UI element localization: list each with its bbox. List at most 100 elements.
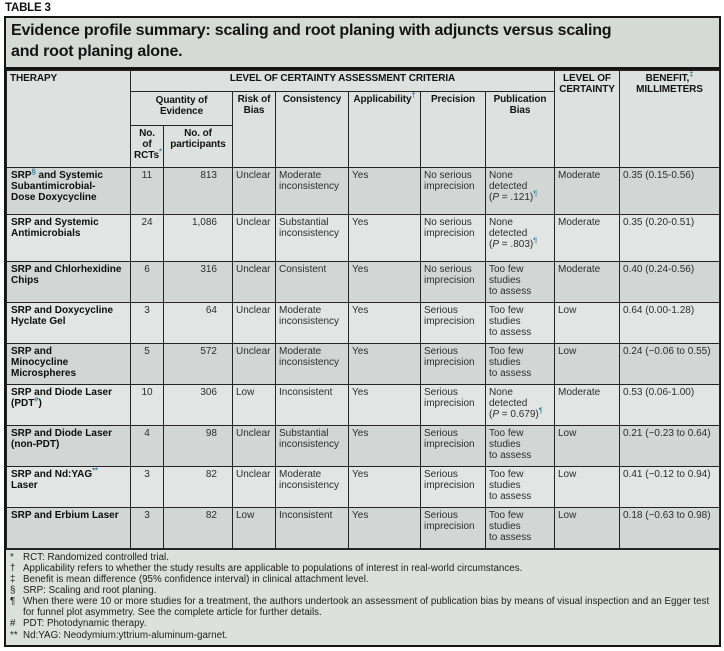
cell-participants: 98 — [163, 424, 233, 467]
cell-therapy: SRP and Chlorhexidine Chips — [6, 260, 131, 303]
footnote-symbol: ** — [10, 629, 18, 641]
cell-rcts: 11 — [130, 166, 164, 215]
cell-participants: 316 — [163, 260, 233, 303]
footnote-text: SRP: Scaling and root planing. — [23, 585, 157, 596]
cell-consistency: Inconsistent — [275, 506, 349, 549]
cell-rcts: 5 — [130, 342, 164, 385]
header-therapy: THERAPY — [6, 69, 131, 168]
header-precision: Precision — [420, 90, 486, 168]
cell-risk-of-bias: Unclear — [232, 342, 276, 385]
table-row: SRP and Diode Laser (non-PDT) 4 98 Unclear Su… — [6, 424, 720, 467]
cell-benefit: 0.18 (−0.63 to 0.98) — [619, 506, 720, 549]
cell-publication-bias: None detected (P = .121)¶ — [485, 166, 555, 215]
footnote-text: PDT: Photodynamic therapy. — [23, 618, 147, 630]
cell-publication-bias: Too few studies to assess — [485, 506, 555, 549]
cell-rcts: 3 — [130, 301, 164, 344]
header-no-of-participants: No. of participants — [163, 124, 233, 168]
cell-therapy: SRP and Diode Laser (PDT#) — [6, 383, 131, 426]
footnote-symbol: * — [10, 551, 14, 563]
cell-precision: No serious imprecision — [420, 213, 486, 262]
header-quantity-of-evidence: Quantity of Evidence — [130, 90, 233, 126]
cell-applicability: Yes — [348, 301, 421, 344]
cell-risk-of-bias: Unclear — [232, 424, 276, 467]
footnote-text: Nd:YAG: Neodymium:yttrium-aluminum-garne… — [23, 629, 228, 641]
table-outer-box: Evidence profile summary: scaling and ro… — [4, 16, 721, 647]
cell-certainty: Low — [554, 342, 620, 385]
cell-publication-bias: None detected (P = 0.679)¶ — [485, 383, 555, 426]
header-publication-bias: Publication Bias — [485, 90, 555, 168]
cell-publication-bias: Too few studies to assess — [485, 301, 555, 344]
cell-benefit: 0.41 (−0.12 to 0.94) — [619, 465, 720, 508]
cell-risk-of-bias: Unclear — [232, 260, 276, 303]
cell-consistency: Moderate inconsistency — [275, 166, 349, 215]
table-row: SRP and Systemic Antimicrobials 24 1,086 Unc… — [6, 213, 720, 262]
table-row: SRP and Chlorhexidine Chips 6 316 Unclear Con… — [6, 260, 720, 303]
cell-participants: 572 — [163, 342, 233, 385]
cell-benefit: 0.53 (0.06-1.00) — [619, 383, 720, 426]
cell-consistency: Moderate inconsistency — [275, 342, 349, 385]
cell-applicability: Yes — [348, 166, 421, 215]
cell-certainty: Moderate — [554, 260, 620, 303]
cell-therapy: SRP§ and Systemic Subantimicrobial- Dose D… — [6, 166, 131, 215]
footnote: # PDT: Photodynamic therapy. — [10, 618, 713, 629]
cell-certainty: Moderate — [554, 166, 620, 215]
cell-precision: Serious imprecision — [420, 383, 486, 426]
footnote: ¶ When there were 10 or more studies for … — [10, 596, 713, 618]
cell-publication-bias: Too few studies to assess — [485, 424, 555, 467]
cell-precision: No serious imprecision — [420, 260, 486, 303]
cell-publication-bias: Too few studies to assess — [485, 465, 555, 508]
cell-certainty: Moderate — [554, 213, 620, 262]
table-row: SRP and Nd:YAG** Laser 3 82 Unclear Moderate i… — [6, 465, 720, 508]
cell-risk-of-bias: Low — [232, 383, 276, 426]
evidence-table-body: SRP§ and Systemic Subantimicrobial- Dose D… — [6, 166, 720, 549]
cell-precision: Serious imprecision — [420, 301, 486, 344]
table-header: THERAPY LEVEL OF CERTAINTY ASSESSMENT CR… — [6, 69, 720, 168]
cell-benefit: 0.64 (0.00-1.28) — [619, 301, 720, 344]
cell-consistency: Substantial inconsistency — [275, 213, 349, 262]
cell-consistency: Consistent — [275, 260, 349, 303]
header-no-of-rcts: No. of RCTs* — [130, 124, 164, 168]
cell-therapy: SRP and Systemic Antimicrobials — [6, 213, 131, 262]
cell-precision: Serious imprecision — [420, 506, 486, 549]
header-level-of-certainty: LEVEL OF CERTAINTY — [554, 69, 620, 168]
cell-therapy: SRP and Nd:YAG** Laser — [6, 465, 131, 508]
table-row: SRP and Doxycycline Hyclate Gel 3 64 Unclear… — [6, 301, 720, 344]
cell-certainty: Low — [554, 301, 620, 344]
cell-certainty: Low — [554, 506, 620, 549]
footnote: ** Nd:YAG: Neodymium:yttrium-aluminum-gar… — [10, 630, 713, 641]
cell-risk-of-bias: Unclear — [232, 465, 276, 508]
cell-applicability: Yes — [348, 424, 421, 467]
cell-participants: 82 — [163, 465, 233, 508]
header-applicability: Applicability† — [348, 90, 421, 168]
cell-precision: Serious imprecision — [420, 424, 486, 467]
footnote-symbol: § — [10, 585, 16, 596]
cell-consistency: Moderate inconsistency — [275, 301, 349, 344]
cell-risk-of-bias: Unclear — [232, 213, 276, 262]
cell-rcts: 4 — [130, 424, 164, 467]
cell-participants: 82 — [163, 506, 233, 549]
table-title: Evidence profile summary: scaling and ro… — [6, 18, 719, 70]
table-row: SRP§ and Systemic Subantimicrobial- Dose D… — [6, 166, 720, 215]
cell-publication-bias: Too few studies to assess — [485, 260, 555, 303]
cell-rcts: 24 — [130, 213, 164, 262]
cell-participants: 306 — [163, 383, 233, 426]
header-consistency: Consistency — [275, 90, 349, 168]
cell-risk-of-bias: Low — [232, 506, 276, 549]
cell-risk-of-bias: Unclear — [232, 166, 276, 215]
cell-benefit: 0.21 (−0.23 to 0.64) — [619, 424, 720, 467]
footnote-text: Benefit is mean difference (95% confiden… — [23, 573, 369, 585]
header-criteria-group: LEVEL OF CERTAINTY ASSESSMENT CRITERIA — [130, 69, 555, 92]
footnote: † Applicability refers to whether the stu… — [10, 563, 713, 574]
cell-applicability: Yes — [348, 465, 421, 508]
table-row: SRP and Minocycline Microspheres 5 572 Unclea… — [6, 342, 720, 385]
cell-participants: 813 — [163, 166, 233, 215]
cell-rcts: 3 — [130, 465, 164, 508]
cell-precision: No serious imprecision — [420, 166, 486, 215]
cell-benefit: 0.24 (−0.06 to 0.55) — [619, 342, 720, 385]
header-risk-of-bias: Risk of Bias — [232, 90, 276, 168]
cell-benefit: 0.35 (0.15-0.56) — [619, 166, 720, 215]
cell-certainty: Moderate — [554, 383, 620, 426]
cell-precision: Serious imprecision — [420, 342, 486, 385]
footnote-symbol: † — [10, 562, 16, 574]
footnote-text: When there were 10 or more studies for a… — [23, 596, 710, 619]
